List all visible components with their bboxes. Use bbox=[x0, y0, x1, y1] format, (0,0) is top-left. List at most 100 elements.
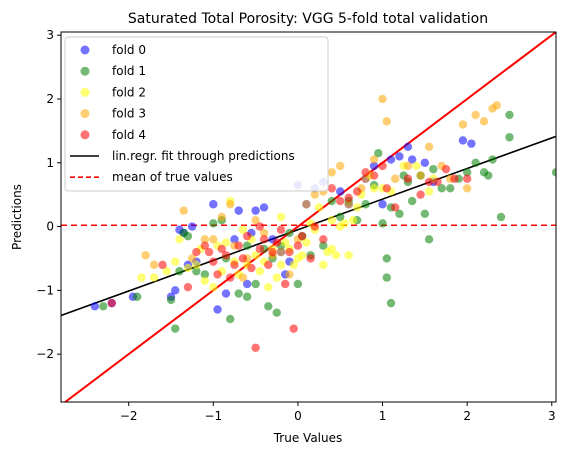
point-fold-1 bbox=[53, 273, 61, 281]
point-fold-3 bbox=[238, 273, 248, 282]
point-fold-2 bbox=[281, 238, 290, 247]
point-fold-4 bbox=[204, 247, 214, 257]
point-fold-4 bbox=[450, 174, 459, 183]
point-fold-2 bbox=[327, 244, 336, 254]
point-fold-4 bbox=[310, 222, 320, 231]
x-axis: −2 −1 0 1 2 3 bbox=[120, 402, 556, 423]
point-fold-1 bbox=[488, 155, 497, 164]
point-fold-3 bbox=[149, 260, 159, 270]
point-fold-3 bbox=[403, 161, 413, 171]
plot-frame bbox=[60, 31, 557, 403]
legend-marker-fold-4 bbox=[80, 130, 90, 140]
point-fold-1 bbox=[505, 110, 514, 120]
identity-line bbox=[63, 32, 556, 402]
point-fold-4 bbox=[200, 241, 210, 250]
point-fold-4 bbox=[255, 222, 265, 231]
point-fold-4 bbox=[336, 196, 345, 206]
point-fold-1 bbox=[200, 270, 210, 279]
point-fold-2 bbox=[314, 203, 324, 212]
point-fold-1 bbox=[496, 212, 506, 222]
point-fold-0 bbox=[458, 136, 468, 145]
y-tick-label: 0 bbox=[46, 220, 54, 234]
point-fold-4 bbox=[462, 174, 472, 183]
point-fold-3 bbox=[259, 228, 269, 238]
point-fold-4 bbox=[264, 260, 273, 270]
point-fold-1 bbox=[407, 196, 417, 206]
point-fold-0 bbox=[467, 139, 476, 148]
point-fold-2 bbox=[348, 215, 358, 225]
scatter-points bbox=[53, 94, 556, 352]
point-fold-4 bbox=[107, 298, 116, 308]
point-fold-2 bbox=[251, 251, 260, 260]
point-fold-4 bbox=[158, 260, 167, 270]
point-fold-0 bbox=[407, 155, 417, 164]
point-fold-2 bbox=[424, 187, 434, 196]
legend-marker-fold-1 bbox=[80, 66, 90, 76]
point-fold-4 bbox=[281, 279, 290, 289]
point-fold-3 bbox=[179, 206, 188, 215]
point-fold-4 bbox=[285, 247, 294, 257]
point-fold-4 bbox=[251, 343, 260, 352]
point-fold-3 bbox=[479, 117, 489, 126]
legend-marker-fold-3 bbox=[80, 109, 90, 119]
point-fold-3 bbox=[336, 161, 345, 171]
point-fold-3 bbox=[217, 212, 226, 222]
point-fold-2 bbox=[289, 260, 298, 270]
point-fold-1 bbox=[99, 302, 108, 311]
legend-label-line-0: lin.regr. fit through predictions bbox=[112, 149, 295, 163]
point-fold-3 bbox=[327, 168, 336, 177]
point-fold-4 bbox=[259, 235, 269, 244]
point-fold-3 bbox=[209, 235, 218, 244]
point-fold-2 bbox=[183, 263, 193, 273]
point-fold-1 bbox=[462, 168, 472, 177]
point-fold-0 bbox=[369, 161, 379, 171]
point-fold-4 bbox=[319, 235, 328, 244]
point-fold-2 bbox=[276, 260, 286, 270]
point-fold-1 bbox=[171, 324, 180, 333]
point-fold-3 bbox=[382, 117, 391, 126]
point-fold-3 bbox=[285, 270, 294, 279]
point-fold-1 bbox=[209, 219, 218, 228]
point-fold-2 bbox=[255, 267, 265, 276]
point-fold-2 bbox=[209, 282, 218, 292]
point-fold-4 bbox=[209, 257, 218, 266]
x-tick-label: −2 bbox=[120, 409, 138, 423]
point-fold-4 bbox=[424, 177, 434, 187]
point-fold-4 bbox=[293, 241, 303, 250]
point-fold-2 bbox=[319, 260, 328, 270]
point-fold-1 bbox=[395, 209, 404, 219]
x-axis-label: True Values bbox=[273, 431, 343, 445]
point-fold-1 bbox=[361, 200, 370, 209]
y-tick-label: −2 bbox=[36, 347, 54, 361]
point-fold-4 bbox=[352, 187, 362, 196]
legend-marker-fold-2 bbox=[80, 87, 90, 97]
point-fold-2 bbox=[340, 219, 349, 228]
point-fold-3 bbox=[424, 142, 434, 152]
point-fold-2 bbox=[137, 273, 146, 282]
point-fold-0 bbox=[230, 235, 239, 244]
y-tick-label: 3 bbox=[46, 28, 54, 42]
point-fold-0 bbox=[378, 200, 387, 209]
point-fold-3 bbox=[391, 174, 400, 183]
point-fold-4 bbox=[297, 231, 307, 241]
x-tick-label: 3 bbox=[548, 409, 556, 423]
point-fold-0 bbox=[259, 203, 269, 212]
point-fold-1 bbox=[319, 241, 328, 250]
x-tick-label: 1 bbox=[379, 409, 387, 423]
point-fold-2 bbox=[276, 212, 286, 222]
point-fold-2 bbox=[171, 257, 180, 266]
point-fold-2 bbox=[149, 273, 159, 282]
point-fold-1 bbox=[166, 295, 176, 305]
point-fold-3 bbox=[226, 200, 235, 209]
point-fold-4 bbox=[403, 174, 413, 183]
point-fold-0 bbox=[386, 155, 396, 164]
point-fold-1 bbox=[264, 302, 273, 311]
point-fold-3 bbox=[378, 94, 387, 104]
point-fold-1 bbox=[242, 241, 252, 250]
point-fold-1 bbox=[382, 273, 391, 282]
point-fold-0 bbox=[395, 152, 404, 161]
point-fold-1 bbox=[293, 279, 303, 289]
point-fold-1 bbox=[382, 254, 391, 263]
point-fold-0 bbox=[242, 279, 252, 289]
